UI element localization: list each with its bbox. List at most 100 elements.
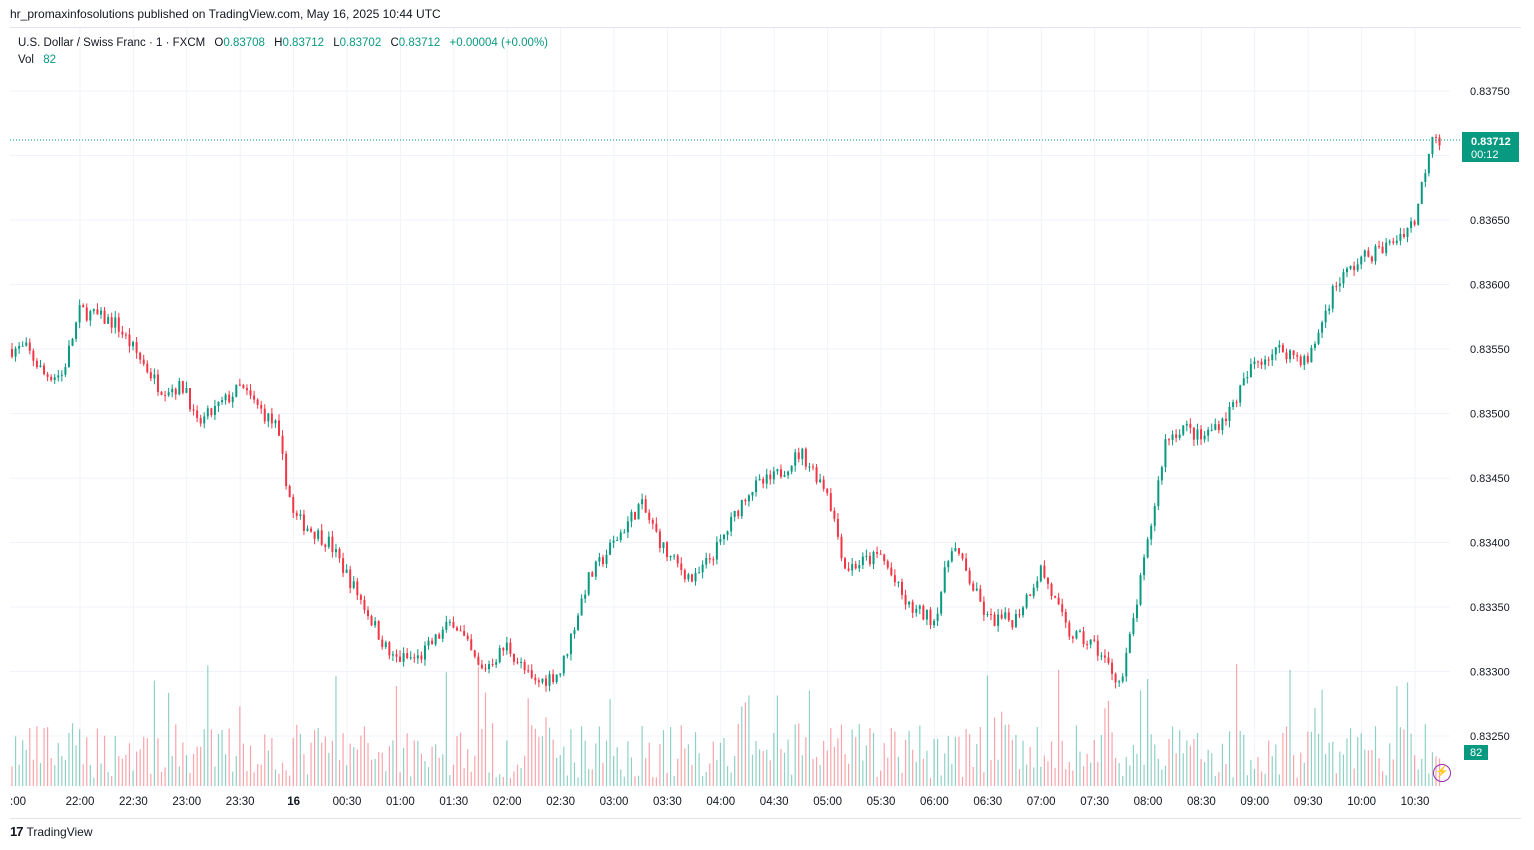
volume-bar bbox=[1100, 734, 1102, 786]
volume-bar bbox=[865, 745, 867, 786]
volume-bar bbox=[463, 768, 465, 786]
volume-bar bbox=[1278, 774, 1280, 786]
volume-bar bbox=[25, 749, 27, 786]
volume-bar bbox=[1392, 759, 1394, 786]
candle-body bbox=[189, 387, 191, 410]
candle-body bbox=[1392, 241, 1395, 243]
candle-body bbox=[1004, 612, 1007, 619]
volume-bar bbox=[289, 775, 291, 786]
candle-body bbox=[1210, 429, 1213, 431]
volume-bar bbox=[438, 757, 440, 786]
candle-body bbox=[1068, 622, 1071, 637]
volume-bar bbox=[1428, 773, 1430, 786]
candle-body bbox=[146, 363, 149, 373]
volume-bar bbox=[267, 750, 269, 786]
volume-bar bbox=[545, 717, 547, 786]
chart-legend: U.S. Dollar / Swiss Franc · 1 · FXCM O0.… bbox=[18, 35, 548, 69]
volume-bar bbox=[349, 743, 351, 786]
volume-bar bbox=[114, 735, 116, 786]
candle-body bbox=[673, 555, 676, 557]
candle-body bbox=[1007, 612, 1010, 621]
candle-body bbox=[1324, 310, 1327, 323]
x-tick-label: 05:00 bbox=[813, 796, 842, 808]
price-axis[interactable]: 0.837500.837000.836500.836000.835500.835… bbox=[1470, 86, 1510, 743]
volume-bar bbox=[538, 736, 540, 786]
time-axis[interactable]: :00 22:00 22:30 23:00 23:30 16 00:30 01:00 01:30… bbox=[10, 796, 1429, 808]
volume-bar bbox=[1139, 690, 1142, 786]
volume-bar bbox=[499, 774, 501, 786]
candle-body bbox=[662, 542, 665, 549]
candle-body bbox=[477, 656, 480, 665]
volume-bar bbox=[972, 767, 974, 786]
volume-bar bbox=[637, 775, 640, 786]
x-tick-label: 16 bbox=[287, 796, 300, 808]
volume-bar bbox=[171, 756, 173, 786]
volume-bar bbox=[783, 752, 786, 786]
volume-bar bbox=[1093, 740, 1095, 786]
tradingview-brand[interactable]: 17 TradingView bbox=[10, 824, 93, 839]
candle-body bbox=[256, 399, 259, 405]
candle-body bbox=[751, 492, 754, 496]
volume-bar bbox=[630, 757, 633, 786]
y-tick-label: 0.83450 bbox=[1470, 473, 1510, 485]
volume-bar bbox=[274, 769, 277, 786]
candle-body bbox=[1182, 425, 1185, 435]
volume-bar bbox=[89, 765, 91, 786]
volume-bar bbox=[502, 776, 504, 786]
x-tick-label: 22:00 bbox=[66, 796, 95, 808]
candle-body bbox=[851, 564, 854, 571]
volume-bar bbox=[431, 746, 433, 786]
candle-body bbox=[1378, 246, 1381, 248]
candle-body bbox=[313, 531, 316, 539]
volume-bar bbox=[185, 755, 188, 786]
volume-bar bbox=[100, 763, 102, 786]
volume-bar bbox=[609, 699, 611, 786]
candle-body bbox=[915, 608, 918, 613]
volume-bar bbox=[958, 736, 960, 786]
volume-bar bbox=[1303, 762, 1305, 786]
volume-bar bbox=[324, 736, 326, 786]
candle-body bbox=[779, 469, 782, 477]
candle-body bbox=[844, 558, 847, 569]
candle-body bbox=[1146, 539, 1149, 558]
candle-body bbox=[655, 523, 658, 532]
candle-body bbox=[139, 352, 142, 360]
candle-body bbox=[502, 647, 505, 651]
volume-bar bbox=[189, 772, 191, 786]
candle-body bbox=[50, 376, 53, 380]
volume-bar bbox=[887, 757, 889, 786]
volume-bar bbox=[470, 771, 472, 786]
volume-bar bbox=[1367, 750, 1369, 786]
candle-body bbox=[1424, 173, 1427, 182]
candle-body bbox=[1100, 655, 1103, 657]
volume-bar bbox=[1221, 743, 1223, 786]
volume-bar bbox=[751, 754, 754, 786]
volume-bar bbox=[417, 740, 419, 786]
candle-body bbox=[299, 514, 302, 516]
volume-bar bbox=[787, 739, 789, 786]
candle-body bbox=[1022, 607, 1025, 616]
volume-tag-bg bbox=[1464, 745, 1488, 760]
lightning-icon[interactable]: ⚡ bbox=[1433, 764, 1451, 782]
volume-bar bbox=[1193, 738, 1195, 786]
volume-bar bbox=[96, 728, 99, 786]
candle-body bbox=[1257, 361, 1259, 363]
publish-line: hr_promaxinfosolutions published on Trad… bbox=[10, 7, 441, 21]
volume-bar bbox=[182, 742, 184, 786]
candle-body bbox=[755, 480, 758, 493]
volume-bar bbox=[944, 753, 946, 786]
candle-body bbox=[569, 634, 572, 655]
candle-body bbox=[384, 642, 387, 648]
candle-body bbox=[448, 621, 451, 623]
candle-body bbox=[669, 555, 672, 558]
candle-body bbox=[1025, 594, 1028, 608]
candle-body bbox=[203, 416, 206, 424]
volume-bar bbox=[1310, 731, 1312, 786]
volume-bar bbox=[719, 742, 722, 786]
x-tick-label: 06:30 bbox=[973, 796, 1002, 808]
symbol-label[interactable]: U.S. Dollar / Swiss Franc · 1 · FXCM bbox=[18, 37, 206, 49]
volume-bar bbox=[890, 727, 892, 786]
candle-body bbox=[1271, 354, 1274, 361]
volume-bar bbox=[641, 726, 643, 786]
